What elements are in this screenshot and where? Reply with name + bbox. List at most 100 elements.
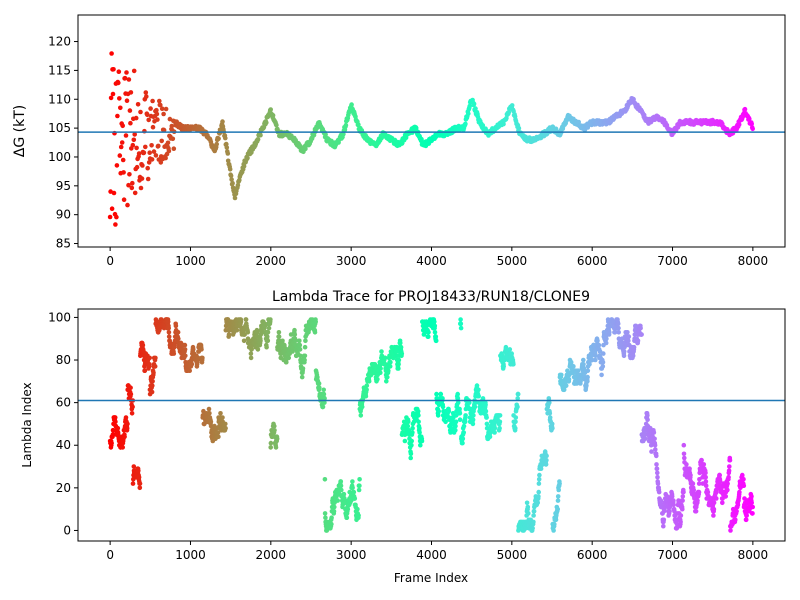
lambda-point: [356, 513, 361, 518]
x-tick-label: 1000: [175, 254, 206, 268]
free-energy-point: [114, 214, 119, 220]
lambda-point: [733, 517, 738, 523]
lambda-point: [379, 349, 384, 354]
x-tick-label: 5000: [497, 548, 528, 562]
lambda-point: [513, 425, 518, 431]
lambda-point: [254, 330, 260, 335]
x-tick-label: 0: [106, 548, 114, 562]
free-energy-point: [130, 180, 135, 186]
lambda-point: [476, 387, 481, 393]
lambda-point: [416, 413, 421, 418]
y-tick-label: 60: [56, 396, 71, 410]
lambda-point: [503, 344, 509, 350]
lambda-point: [113, 419, 118, 425]
lambda-point: [524, 500, 530, 506]
lambda-point: [460, 440, 465, 446]
lambda-point: [584, 383, 589, 388]
free-energy-point: [165, 140, 171, 146]
lambda-point: [223, 425, 228, 431]
lambda-point: [125, 421, 130, 427]
lambda-point: [396, 357, 402, 363]
free-energy-point: [154, 107, 159, 113]
lambda-point: [585, 379, 590, 384]
lambda-point: [396, 366, 401, 371]
lambda-point: [297, 338, 302, 344]
lambda-point: [667, 509, 672, 514]
free-energy-point: [155, 117, 160, 122]
x-tick-label: 3000: [336, 254, 367, 268]
lambda-point: [497, 413, 503, 418]
lambda-point: [284, 359, 289, 365]
lambda-point: [616, 330, 621, 335]
x-tick-label: 4000: [416, 254, 447, 268]
lambda-point: [750, 504, 755, 510]
lambda-point: [417, 430, 422, 435]
lambda-point: [426, 330, 431, 335]
free-energy-point: [403, 135, 409, 141]
lambda-point: [682, 455, 687, 461]
lambda-point: [575, 368, 581, 374]
lambda-point: [531, 519, 536, 525]
free-energy-panel: 0 1000 2000 3000 4000 5000 6000 7000 8000 85 90 95…: [12, 14, 786, 268]
lambda-point: [604, 336, 609, 342]
x-tick-label: 8000: [738, 548, 769, 562]
free-energy-point: [145, 176, 151, 182]
lambda-point: [471, 413, 476, 418]
free-energy-point: [153, 153, 159, 158]
lambda-point: [187, 368, 192, 374]
free-energy-point: [144, 94, 149, 99]
lambda-point: [458, 317, 463, 322]
lambda-point: [671, 498, 676, 503]
lambda-point: [363, 393, 369, 399]
lambda-point: [607, 330, 612, 335]
x-tick-label: 6000: [577, 548, 608, 562]
lambda-point: [299, 374, 305, 380]
free-energy-point: [108, 95, 114, 101]
lambda-point: [727, 457, 733, 463]
lambda-point: [571, 364, 576, 369]
x-tick-label: 1000: [175, 548, 206, 562]
lambda-point: [515, 396, 520, 401]
free-energy-point: [224, 145, 230, 150]
lambda-point: [110, 432, 116, 437]
lambda-point: [552, 521, 557, 527]
lambda-point: [338, 483, 344, 489]
lambda-point: [272, 428, 277, 433]
free-energy-point: [150, 124, 156, 130]
lambda-point: [601, 351, 606, 356]
lambda-point: [124, 425, 130, 431]
lambda-point: [408, 451, 414, 457]
free-energy-point: [227, 167, 233, 172]
free-energy-point: [134, 145, 139, 151]
lambda-point: [585, 368, 591, 374]
lambda-point: [410, 430, 415, 435]
lambda-point: [208, 419, 214, 425]
free-energy-point: [736, 122, 742, 127]
lambda-point: [600, 359, 606, 365]
free-energy-point: [220, 119, 225, 124]
lambda-point: [234, 327, 240, 333]
lambda-point: [701, 462, 707, 467]
free-energy-point: [125, 202, 130, 208]
lambda-point: [726, 468, 732, 474]
lambda-point: [543, 462, 549, 467]
lambda-point: [359, 404, 365, 410]
free-energy-point: [463, 121, 468, 127]
lambda-point: [551, 528, 556, 533]
lambda-point: [630, 353, 636, 359]
lambda-point: [315, 374, 320, 380]
free-energy-point: [127, 108, 133, 113]
lambda-point: [678, 513, 684, 518]
lambda-point: [443, 419, 448, 425]
lambda-point: [364, 383, 370, 388]
lambda-point: [149, 389, 155, 395]
lambda-point: [642, 436, 648, 442]
lambda-point: [463, 413, 468, 418]
lambda-point: [137, 485, 143, 491]
lambda-point: [433, 338, 439, 344]
lambda-point: [249, 347, 254, 352]
lambda-point: [151, 370, 156, 376]
lambda-point: [120, 445, 125, 450]
lambda-point: [566, 376, 572, 382]
lambda-point: [681, 489, 686, 495]
